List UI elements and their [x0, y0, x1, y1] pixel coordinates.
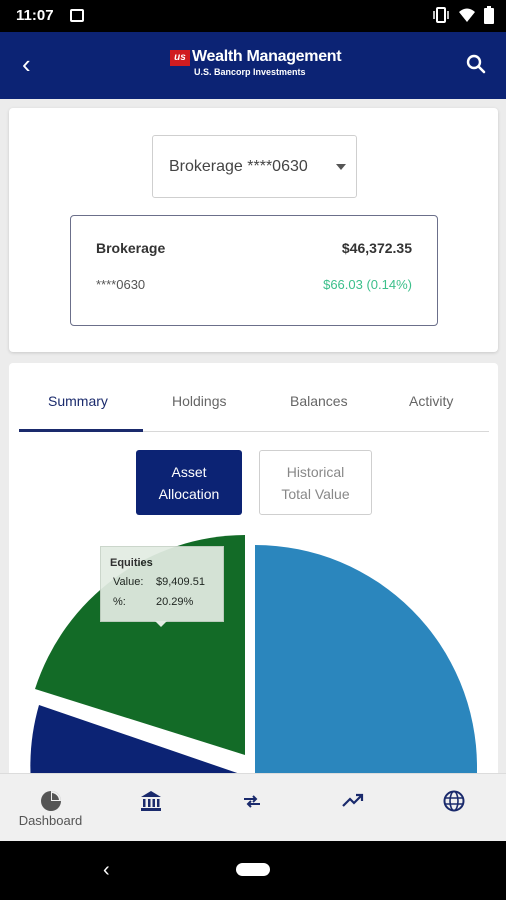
- account-summary-box: Brokerage $46,372.35 ****0630 $66.03 (0.…: [70, 215, 438, 326]
- logo-title: Wealth Management: [192, 48, 342, 65]
- tooltip-pointer: [155, 621, 167, 627]
- status-icons: [432, 6, 494, 24]
- dropdown-caret-icon: [336, 164, 346, 170]
- tab-bar: Summary Holdings Balances Activity: [19, 363, 489, 432]
- tooltip-value-label: Value:: [113, 576, 144, 588]
- nav-dashboard-label: Dashboard: [18, 813, 83, 828]
- tooltip-title: Equities: [110, 557, 153, 569]
- tooltip-value: $9,409.51: [156, 576, 205, 588]
- status-time: 11:07: [16, 7, 54, 24]
- search-icon[interactable]: [466, 54, 486, 74]
- asset-allocation-button[interactable]: Asset Allocation: [136, 450, 242, 515]
- historical-label-line1: Historical: [286, 463, 345, 480]
- system-home-pill[interactable]: [236, 863, 270, 876]
- account-total-value: $46,372.35: [341, 240, 412, 256]
- status-bar: 11:07: [0, 0, 506, 32]
- app-bar: ‹ us Wealth Management U.S. Bancorp Inve…: [0, 32, 506, 99]
- account-card: Brokerage ****0630 Brokerage $46,372.35 …: [9, 108, 498, 352]
- pie-slice-blue[interactable]: [255, 545, 477, 783]
- tooltip-pct: 20.29%: [156, 596, 194, 608]
- account-change: $66.03 (0.14%): [323, 277, 412, 292]
- account-number: ****0630: [96, 277, 146, 292]
- asset-allocation-pie-chart[interactable]: [9, 523, 498, 783]
- bottom-navigation: Dashboard: [0, 773, 506, 841]
- nav-transfers[interactable]: [202, 774, 303, 842]
- vibrate-icon: [433, 7, 449, 23]
- tab-balances[interactable]: Balances: [290, 393, 348, 409]
- nav-dashboard[interactable]: Dashboard: [0, 774, 101, 842]
- wealth-management-logo: us Wealth Management U.S. Bancorp Invest…: [170, 48, 345, 82]
- active-tab-indicator: [19, 429, 143, 432]
- historical-total-value-button[interactable]: Historical Total Value: [259, 450, 372, 515]
- asset-allocation-label-line1: Asset: [171, 463, 207, 480]
- system-back-icon[interactable]: ‹: [103, 859, 110, 881]
- historical-label-line2: Total Value: [281, 485, 350, 502]
- account-name: Brokerage: [96, 240, 166, 256]
- tooltip-pct-label: %:: [113, 596, 126, 608]
- wifi-icon: [459, 8, 475, 22]
- globe-icon: [443, 790, 465, 812]
- nav-markets[interactable]: [303, 774, 404, 842]
- tab-activity[interactable]: Activity: [409, 393, 454, 409]
- nav-accounts[interactable]: [101, 774, 202, 842]
- account-dropdown-value: Brokerage ****0630: [169, 158, 308, 175]
- asset-allocation-label-line2: Allocation: [158, 485, 220, 502]
- account-dropdown[interactable]: Brokerage ****0630: [152, 135, 357, 198]
- bank-icon: [141, 791, 161, 811]
- tab-summary[interactable]: Summary: [48, 393, 108, 409]
- image-notification-icon: [70, 9, 84, 22]
- transfer-icon: [244, 795, 260, 808]
- tab-holdings[interactable]: Holdings: [172, 393, 227, 409]
- us-bank-badge: us: [170, 50, 190, 66]
- system-navigation-bar: ‹: [0, 841, 506, 900]
- portfolio-card: Summary Holdings Balances Activity Asset…: [9, 363, 498, 783]
- nav-research[interactable]: [404, 774, 505, 842]
- chart-tooltip: Equities Value: $9,409.51 %: 20.29%: [100, 546, 224, 622]
- pie-slice-navy[interactable]: [30, 705, 247, 783]
- back-arrow-icon[interactable]: ‹: [22, 49, 31, 79]
- pie-chart-icon: [41, 791, 61, 811]
- logo-subtitle: U.S. Bancorp Investments: [194, 67, 306, 77]
- battery-icon: [484, 6, 494, 24]
- trending-up-icon: [342, 793, 364, 807]
